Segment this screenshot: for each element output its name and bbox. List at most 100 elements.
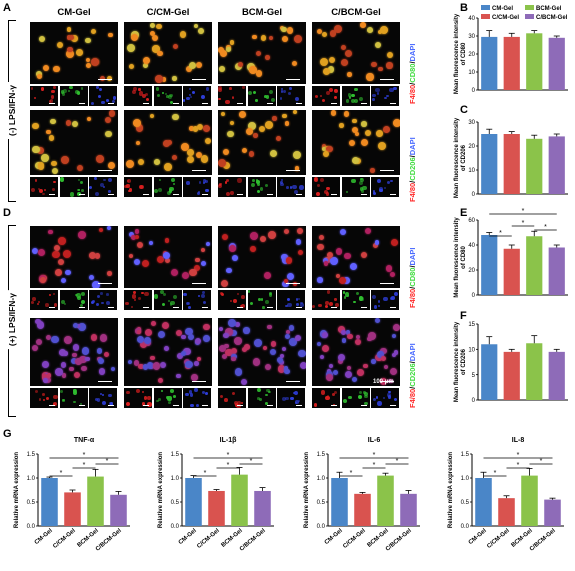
- cell-mark: [171, 177, 176, 182]
- cell-mark: [293, 390, 298, 396]
- y-tick-label: 15: [468, 322, 475, 328]
- cell-mark: [48, 135, 55, 141]
- cell-mark: [243, 327, 250, 334]
- cell-mark: [78, 323, 86, 331]
- cell-mark: [103, 352, 109, 358]
- cell-mark: [197, 294, 201, 297]
- cell-mark: [380, 356, 386, 362]
- cell-mark: [325, 90, 330, 95]
- cell-mark: [109, 401, 114, 406]
- cell-mark: [218, 326, 224, 331]
- cell-mark: [379, 25, 388, 34]
- cell-mark: [364, 130, 372, 137]
- cell-mark: [220, 49, 228, 57]
- cell-mark: [319, 234, 325, 240]
- cell-mark: [264, 55, 270, 60]
- bar-c-cm-gel: [503, 351, 520, 400]
- cell-mark: [391, 352, 396, 358]
- cell-mark: [240, 401, 244, 405]
- cell-mark: [151, 320, 157, 326]
- cell-mark: [372, 190, 376, 193]
- cell-mark: [69, 86, 73, 90]
- bar-c-cm-gel: [64, 492, 81, 526]
- cell-mark: [260, 298, 264, 301]
- cell-mark: [125, 160, 134, 169]
- cell-mark: [60, 390, 64, 394]
- cell-mark: [31, 301, 35, 304]
- cell-mark: [253, 132, 259, 138]
- cell-mark: [100, 182, 105, 188]
- cell-mark: [348, 395, 352, 399]
- cell-mark: [30, 87, 34, 90]
- cell-mark: [205, 87, 209, 91]
- micrograph-a-cd80-3: [312, 22, 400, 84]
- cell-mark: [37, 302, 40, 305]
- cell-mark: [72, 389, 76, 393]
- cell-mark: [355, 338, 362, 345]
- y-tick-label: 0.0: [171, 524, 180, 530]
- cell-mark: [218, 97, 221, 101]
- y-tick-label: 5: [472, 373, 476, 379]
- scale-bar: [237, 307, 243, 308]
- cell-mark: [90, 300, 95, 305]
- cell-mark: [61, 156, 69, 164]
- cell-mark: [166, 191, 171, 196]
- scale-bar: [49, 194, 55, 195]
- cell-mark: [36, 73, 42, 80]
- y-tick-label: 0.0: [317, 524, 326, 530]
- scale-bar: [380, 380, 394, 382]
- cell-mark: [43, 189, 46, 192]
- significance-star: *: [396, 458, 399, 465]
- cell-mark: [168, 401, 171, 405]
- cell-mark: [282, 36, 288, 43]
- cell-mark: [333, 390, 337, 394]
- cell-mark: [139, 341, 147, 349]
- cell-mark: [193, 23, 199, 29]
- cell-mark: [97, 357, 104, 364]
- scale-bar: [266, 307, 273, 308]
- cell-mark: [335, 247, 343, 255]
- cell-mark: [268, 231, 276, 239]
- scale-bar: [202, 194, 208, 195]
- x-tick-label: CM-Gel: [34, 528, 54, 546]
- cell-mark: [265, 364, 272, 371]
- cell-mark: [345, 99, 350, 103]
- cell-mark: [323, 189, 328, 195]
- cell-mark: [173, 44, 179, 50]
- significance-star: *: [517, 452, 520, 459]
- column-header-bcm: BCM-Gel: [241, 7, 283, 18]
- scale-bar: [202, 307, 208, 308]
- cell-mark: [225, 328, 233, 336]
- micrograph-d-cd80-0: [30, 226, 118, 288]
- cell-mark: [155, 74, 163, 83]
- y-tick-label: 1.0: [171, 476, 180, 482]
- cell-mark: [289, 87, 293, 91]
- cell-mark: [279, 353, 285, 359]
- cell-mark: [338, 123, 344, 129]
- cell-mark: [188, 389, 193, 394]
- cell-mark: [386, 62, 393, 69]
- scale-bar: [331, 103, 337, 104]
- cell-mark: [193, 126, 199, 132]
- cell-mark: [269, 391, 272, 394]
- cell-mark: [147, 396, 151, 400]
- cell-mark: [221, 112, 226, 117]
- cell-mark: [316, 183, 320, 187]
- cell-mark: [177, 352, 184, 359]
- cell-mark: [368, 332, 376, 340]
- cell-mark: [241, 295, 245, 300]
- micrograph-a-cd206-1: [124, 110, 212, 175]
- cell-mark: [364, 394, 368, 399]
- cell-mark: [239, 304, 242, 307]
- cell-mark: [313, 403, 318, 407]
- cell-mark: [391, 296, 395, 300]
- cell-mark: [256, 179, 261, 184]
- cell-mark: [281, 256, 290, 264]
- cell-mark: [94, 192, 99, 197]
- cell-mark: [112, 96, 117, 100]
- y-axis-label: Relative mRNA expression: [14, 452, 20, 528]
- inset-red-channel: [124, 177, 152, 197]
- cell-mark: [128, 253, 134, 259]
- cell-mark: [266, 324, 272, 330]
- cell-mark: [344, 253, 351, 260]
